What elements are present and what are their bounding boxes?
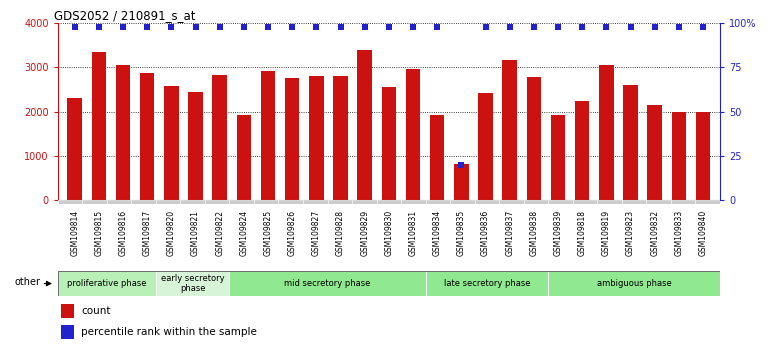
Text: other: other: [15, 277, 41, 287]
Bar: [695, 200, 720, 204]
Point: [334, 24, 346, 29]
Bar: [548, 271, 720, 296]
Bar: [575, 101, 590, 200]
Bar: [309, 76, 323, 200]
Bar: [188, 92, 203, 200]
Bar: [229, 271, 426, 296]
Point: [600, 24, 612, 29]
Bar: [377, 200, 401, 204]
Text: percentile rank within the sample: percentile rank within the sample: [81, 327, 257, 337]
Bar: [599, 65, 614, 200]
Bar: [648, 105, 662, 200]
Bar: [140, 73, 155, 200]
Bar: [303, 200, 327, 204]
Point: [383, 24, 395, 29]
Point: [117, 24, 129, 29]
Text: GDS2052 / 210891_s_at: GDS2052 / 210891_s_at: [54, 9, 196, 22]
Bar: [61, 304, 74, 318]
Bar: [426, 271, 548, 296]
Bar: [401, 200, 426, 204]
Point: [166, 24, 178, 29]
Point: [697, 24, 709, 29]
Bar: [426, 200, 450, 204]
Text: count: count: [81, 306, 110, 316]
Bar: [430, 115, 444, 200]
Bar: [285, 78, 300, 200]
Bar: [450, 200, 474, 204]
Bar: [646, 200, 671, 204]
Bar: [229, 200, 254, 204]
Point: [189, 24, 202, 29]
Bar: [180, 200, 205, 204]
Point: [504, 24, 516, 29]
Text: proliferative phase: proliferative phase: [67, 279, 146, 288]
Bar: [261, 71, 275, 200]
Bar: [58, 200, 82, 204]
Point: [552, 24, 564, 29]
Point: [673, 24, 685, 29]
Bar: [454, 164, 469, 200]
Bar: [357, 50, 372, 200]
Bar: [116, 65, 130, 200]
Bar: [213, 75, 227, 200]
Bar: [622, 200, 646, 204]
Point: [576, 24, 588, 29]
Bar: [58, 271, 156, 296]
Bar: [156, 271, 229, 296]
Bar: [382, 87, 396, 200]
Point: [238, 24, 250, 29]
Bar: [92, 52, 106, 200]
Bar: [61, 325, 74, 339]
Text: late secretory phase: late secretory phase: [444, 279, 531, 288]
Bar: [671, 200, 695, 204]
Bar: [474, 200, 499, 204]
Bar: [164, 86, 179, 200]
Point: [310, 24, 323, 29]
Bar: [524, 200, 548, 204]
Bar: [499, 200, 524, 204]
Bar: [623, 85, 638, 200]
Point: [141, 24, 153, 29]
Bar: [696, 112, 710, 200]
Bar: [236, 115, 251, 200]
Bar: [548, 200, 573, 204]
Text: early secretory
phase: early secretory phase: [161, 274, 225, 293]
Point: [480, 24, 492, 29]
Bar: [254, 200, 279, 204]
Text: mid secretory phase: mid secretory phase: [284, 279, 370, 288]
Point: [359, 24, 371, 29]
Bar: [333, 76, 348, 200]
Bar: [327, 200, 352, 204]
Point: [455, 162, 467, 167]
Point: [648, 24, 661, 29]
Bar: [573, 200, 598, 204]
Point: [69, 24, 81, 29]
Text: ambiguous phase: ambiguous phase: [597, 279, 671, 288]
Point: [286, 24, 298, 29]
Bar: [132, 200, 156, 204]
Bar: [279, 200, 303, 204]
Bar: [671, 112, 686, 200]
Bar: [205, 200, 229, 204]
Bar: [598, 200, 622, 204]
Bar: [406, 69, 420, 200]
Bar: [156, 200, 180, 204]
Bar: [551, 115, 565, 200]
Point: [407, 24, 419, 29]
Point: [262, 24, 274, 29]
Point: [92, 24, 105, 29]
Bar: [478, 93, 493, 200]
Bar: [527, 77, 541, 200]
Bar: [107, 200, 132, 204]
Bar: [68, 98, 82, 200]
Point: [624, 24, 637, 29]
Bar: [503, 60, 517, 200]
Bar: [352, 200, 377, 204]
Point: [431, 24, 444, 29]
Point: [213, 24, 226, 29]
Point: [527, 24, 540, 29]
Bar: [82, 200, 107, 204]
